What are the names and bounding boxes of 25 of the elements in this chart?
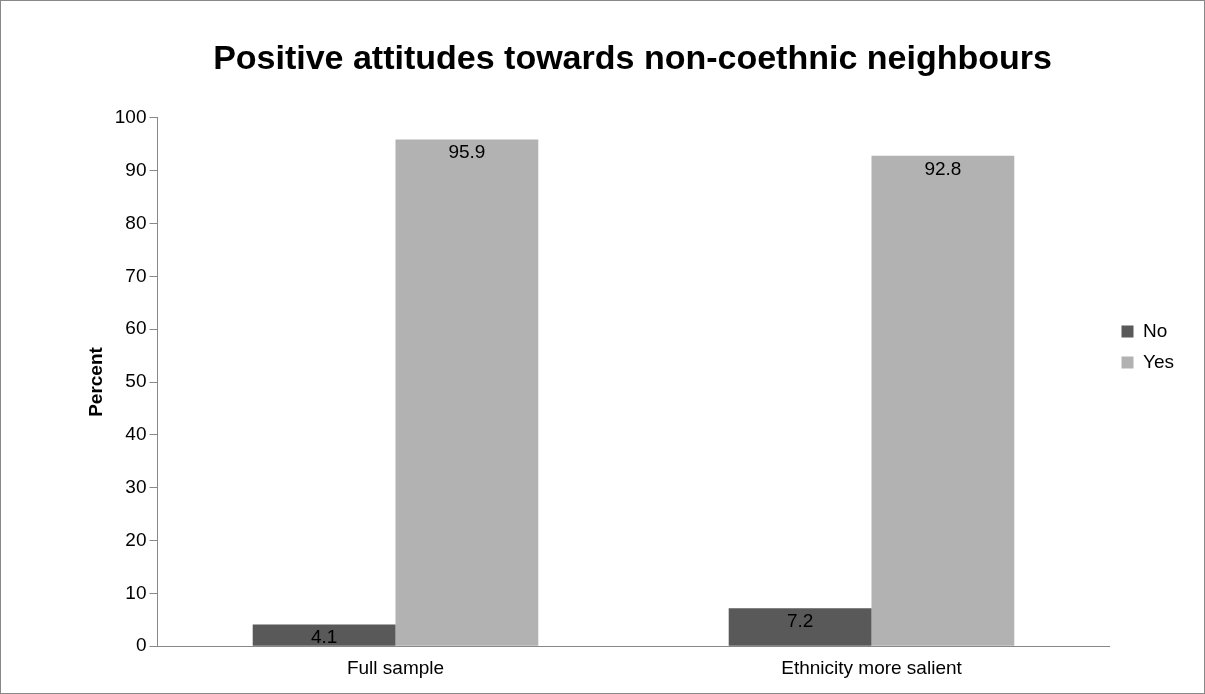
legend-label: No (1143, 319, 1168, 341)
data-label: 95.9 (448, 141, 486, 163)
bar (252, 624, 396, 646)
y-tick-label: 90 (125, 158, 147, 180)
data-label: 92.8 (924, 157, 962, 179)
y-tick-label: 0 (135, 634, 147, 656)
bar (728, 608, 872, 646)
y-tick-label: 40 (125, 423, 147, 445)
chart-title: Positive attitudes towards non-coethnic neighbours (213, 37, 1052, 76)
y-tick-label: 100 (114, 106, 147, 128)
data-label: 4.1 (310, 626, 338, 648)
bar (395, 139, 539, 646)
y-tick-label: 60 (125, 317, 147, 339)
y-tick-label: 80 (125, 211, 147, 233)
x-tick-label: Ethnicity more salient (781, 656, 963, 678)
x-tick-label: Full sample (346, 656, 445, 678)
y-tick-label: 10 (125, 581, 147, 603)
y-axis-title: Percent (84, 346, 106, 417)
y-tick-label: 20 (125, 528, 147, 550)
data-label: 7.2 (786, 609, 814, 631)
legend-label: Yes (1143, 350, 1174, 372)
bar (871, 155, 1015, 646)
y-tick-label: 70 (125, 264, 147, 286)
y-tick-label: 50 (125, 370, 147, 392)
y-tick-label: 30 (125, 475, 147, 497)
